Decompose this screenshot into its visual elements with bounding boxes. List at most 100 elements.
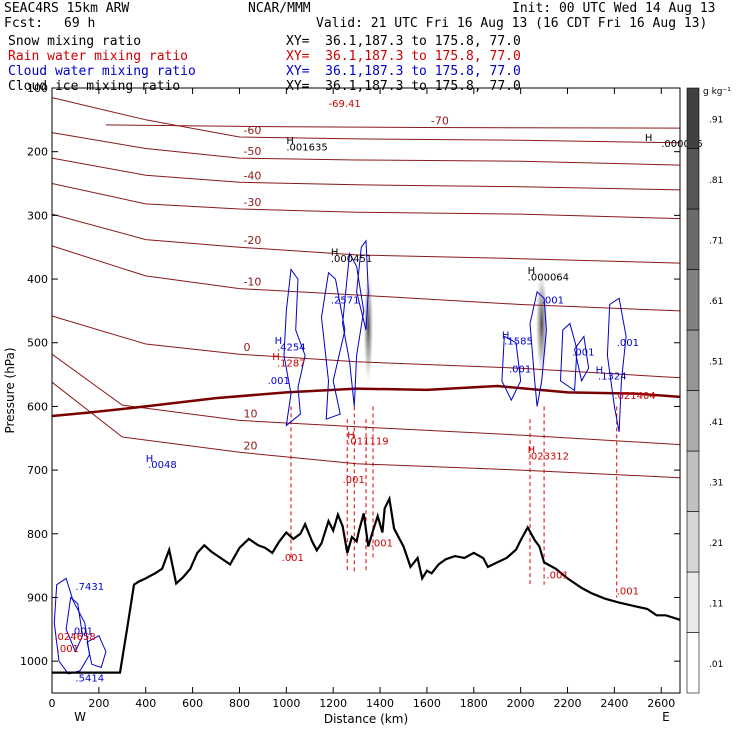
isotherm-label-3: -40 xyxy=(243,169,261,182)
field-label-26: .2571 xyxy=(331,295,360,306)
field-label-3: .000451 xyxy=(331,254,372,265)
field-label-39: .5414 xyxy=(75,674,104,685)
y-tick-label-1: 200 xyxy=(27,146,48,159)
x-tick-label-11: 2200 xyxy=(554,697,582,710)
cloud-water-contour-9 xyxy=(53,577,91,675)
plot-frame xyxy=(51,87,681,694)
isotherm-line-9 xyxy=(51,381,681,479)
colorbar-level-1: .11 xyxy=(709,599,723,609)
cloud-water-contour-3 xyxy=(356,239,369,331)
field-label-31: H xyxy=(596,365,604,376)
isotherm-label-6: -10 xyxy=(243,276,261,289)
x-tick-label-7: 1400 xyxy=(366,697,394,710)
isotherm-line-7 xyxy=(51,315,681,379)
snow-plume-1 xyxy=(535,266,549,381)
colorbar-level-8: .81 xyxy=(709,176,723,186)
y-tick-label-7: 800 xyxy=(27,528,48,541)
field-label-23: H xyxy=(275,336,283,347)
field-label-37: .7431 xyxy=(75,582,104,593)
y-tick-label-6: 700 xyxy=(27,464,48,477)
colorbar-swatch-6 xyxy=(686,269,700,331)
x-tick-label-10: 2000 xyxy=(507,697,535,710)
field-label-20: .021404 xyxy=(614,391,655,402)
y-tick-label-4: 500 xyxy=(27,337,48,350)
x-tick-label-9: 1800 xyxy=(460,697,488,710)
colorbar-swatch-4 xyxy=(686,390,700,452)
y-tick-label-0: 100 xyxy=(27,82,48,95)
field-label-1: .001635 xyxy=(286,142,327,153)
x-tick-label-8: 1600 xyxy=(413,697,441,710)
field-label-33: .001 xyxy=(617,338,639,349)
field-label-11: .001 xyxy=(343,475,365,486)
cloud-water-contour-1 xyxy=(320,271,346,420)
y-tick-label-2: 300 xyxy=(27,209,48,222)
field-label-4: H xyxy=(528,266,536,277)
field-label-cloud-water: Cloud water mixing ratio xyxy=(8,64,196,79)
field-label-13: .001 xyxy=(371,539,393,550)
cloud-water-contour-10 xyxy=(65,596,84,653)
colorbar-swatch-7 xyxy=(686,208,700,270)
freezing-level-line xyxy=(51,384,681,418)
valid-time: Valid: 21 UTC Fri 16 Aug 13 (16 CDT Fri … xyxy=(316,16,708,31)
colorbar-swatch-1 xyxy=(686,571,700,633)
colorbar-swatch-9 xyxy=(686,87,700,149)
isotherm-label-8: 10 xyxy=(243,407,257,420)
colorbar-level-4: .41 xyxy=(709,418,723,428)
field-label-14: H xyxy=(528,445,536,456)
field-label-5: .000064 xyxy=(528,272,569,283)
field-label-8: -69.41 xyxy=(329,99,361,110)
isotherm-line-0 xyxy=(105,124,681,129)
model-title: SEAC4RS 15km ARW xyxy=(4,1,130,16)
y-tick-label-3: 400 xyxy=(27,273,48,286)
field-label-2: H xyxy=(331,247,339,258)
field-label-10: .011119 xyxy=(347,437,388,448)
x-tick-label-12: 2400 xyxy=(600,697,628,710)
center-label: NCAR/MMM xyxy=(248,1,311,16)
isotherm-label-0: -70 xyxy=(431,114,449,127)
colorbar-level-3: .31 xyxy=(709,478,723,488)
cloud-water-contour-4 xyxy=(501,335,522,402)
colorbar-level-7: .71 xyxy=(709,236,723,246)
isotherm-line-4 xyxy=(51,183,681,220)
x-tick-label-1: 200 xyxy=(88,697,109,710)
isotherm-label-2: -50 xyxy=(243,145,261,158)
field-label-36: .0048 xyxy=(148,460,177,471)
x-tick-label-6: 1200 xyxy=(319,697,347,710)
field-label-18: H xyxy=(272,352,280,363)
field-label-6: H xyxy=(645,133,653,144)
colorbar-swatch-0 xyxy=(686,632,700,694)
cloud-water-contour-7 xyxy=(606,297,627,432)
terrain-line xyxy=(52,495,681,674)
field-xy-cloud-ice: XY= 36.1,187.3 to 175.8, 77.0 xyxy=(286,79,521,94)
x-tick-label-0: 0 xyxy=(49,697,56,710)
field-label-cloud-ice: Cloud ice mixing ratio xyxy=(8,79,181,94)
field-label-7: .000006 xyxy=(661,139,702,150)
field-label-22: .001 xyxy=(57,644,79,655)
field-label-35: H xyxy=(146,454,154,465)
field-label-38: .001 xyxy=(71,626,93,637)
x-tick-label-5: 1000 xyxy=(272,697,300,710)
field-label-27: H xyxy=(502,330,510,341)
y-tick-label-5: 600 xyxy=(27,400,48,413)
init-time: Init: 00 UTC Wed 14 Aug 13 xyxy=(512,1,716,16)
isotherm-line-5 xyxy=(51,213,681,264)
field-xy-cloud-water: XY= 36.1,187.3 to 175.8, 77.0 xyxy=(286,64,521,79)
field-xy-rain: XY= 36.1,187.3 to 175.8, 77.0 xyxy=(286,49,521,64)
field-label-19: .1287 xyxy=(277,358,306,369)
fcst-label: Fcst: xyxy=(4,16,44,31)
colorbar-swatch-2 xyxy=(686,511,700,573)
y-tick-label-9: 1000 xyxy=(20,655,48,668)
field-label-16: .001 xyxy=(546,570,568,581)
cloud-water-contour-8 xyxy=(574,335,590,383)
field-label-32: .1324 xyxy=(598,372,627,383)
field-label-9: H xyxy=(347,430,355,441)
colorbar-level-2: .21 xyxy=(709,539,723,549)
isotherm-line-6 xyxy=(51,245,681,312)
x-tick-label-4: 800 xyxy=(229,697,250,710)
y-tick-label-8: 900 xyxy=(27,591,48,604)
colorbar-level-6: .61 xyxy=(709,297,723,307)
colorbar-swatch-8 xyxy=(686,148,700,210)
field-label-rain: Rain water mixing ratio xyxy=(8,49,189,64)
cloud-water-contour-0 xyxy=(283,268,306,427)
